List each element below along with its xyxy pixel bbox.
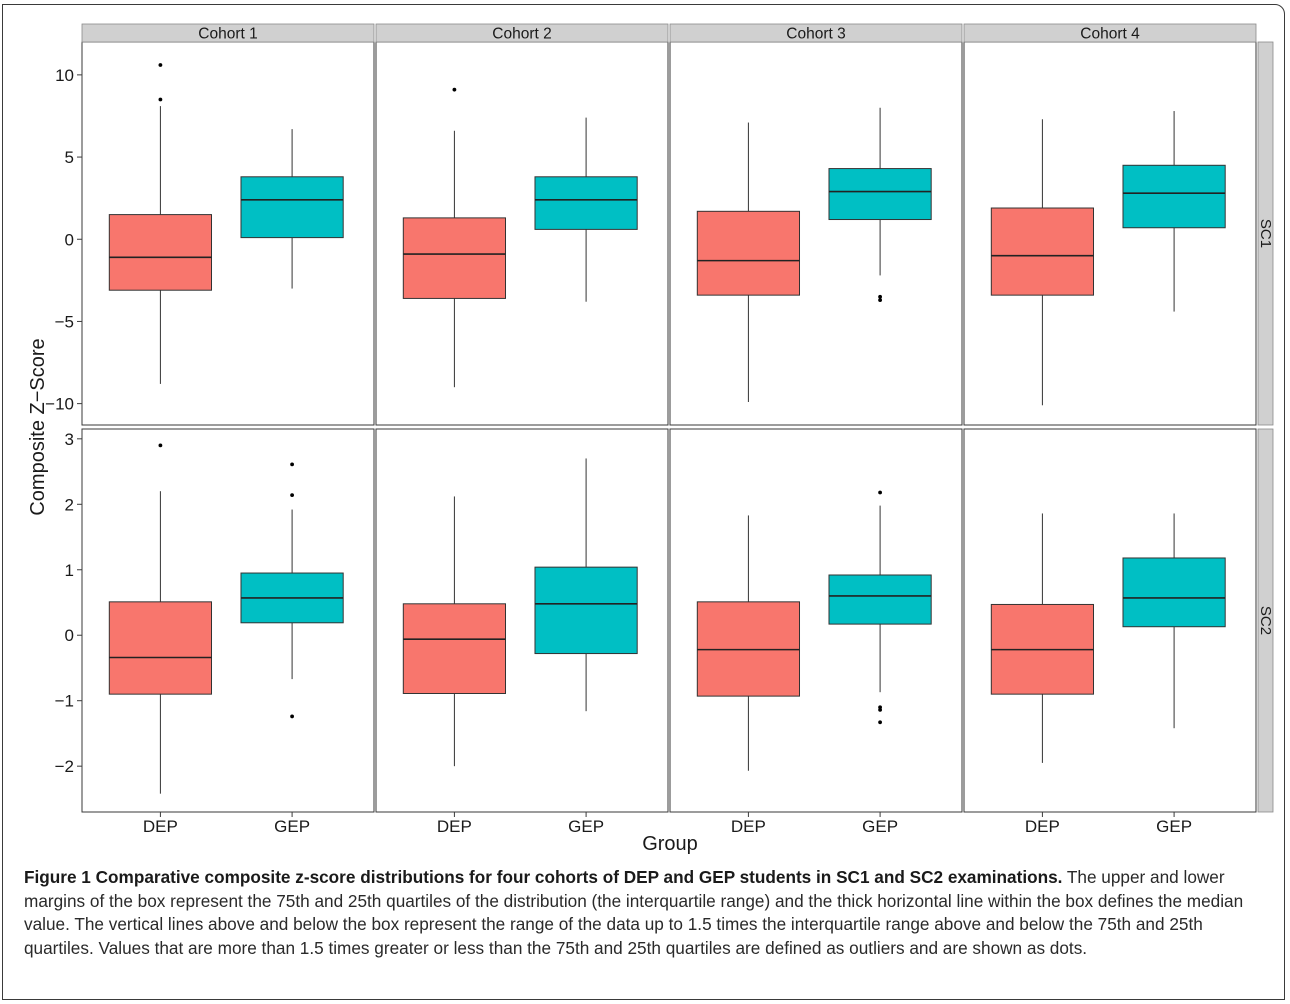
x-tick-label-gep: GEP <box>274 817 310 836</box>
outlier-gep-sc2-cohort3-1 <box>878 705 882 710</box>
box-gep-sc2-cohort3 <box>828 574 932 625</box>
x-tick-label-gep: GEP <box>1156 817 1192 836</box>
caption-text: The upper and lower margins of the box r… <box>24 867 1244 958</box>
box-dep-sc2-cohort2 <box>402 603 507 694</box>
box-gep-sc2-cohort4 <box>1122 557 1226 628</box>
box-gep-sc1-cohort2 <box>534 176 638 230</box>
box-dep-sc1-cohort4 <box>990 207 1095 296</box>
column-strip-label-cohort-4: Cohort 4 <box>1080 26 1140 43</box>
outlier-gep-sc2-cohort3-3 <box>878 720 882 725</box>
outlier-gep-sc2-cohort3-2 <box>878 707 882 712</box>
box-dep-sc1-cohort2 <box>402 217 507 299</box>
column-strip-cohort-2 <box>375 23 669 43</box>
y-tick-label-sc1: 0 <box>65 230 74 249</box>
y-tick-label-sc2: 0 <box>65 626 74 645</box>
outlier-dep-sc2-cohort1-1 <box>158 443 163 448</box>
box-dep-sc2-cohort1 <box>108 601 213 695</box>
x-tick-label-dep: DEP <box>437 817 472 836</box>
x-tick-label-dep: DEP <box>731 817 766 836</box>
figure-caption: Figure 1 Comparative composite z-score d… <box>24 866 1270 960</box>
y-tick-label-sc1: 5 <box>65 148 74 167</box>
y-tick-label-sc2: −1 <box>55 692 74 711</box>
row-strip-sc2 <box>1257 428 1274 813</box>
box-dep-sc1-cohort3 <box>696 210 801 296</box>
box-gep-sc1-cohort3 <box>828 168 932 221</box>
x-tick-label-dep: DEP <box>143 817 178 836</box>
column-strip-label-cohort-1: Cohort 1 <box>198 26 257 43</box>
row-strip-label-sc1: SC1 <box>1257 219 1274 248</box>
box-dep-sc1-cohort1 <box>108 214 213 291</box>
outlier-dep-sc1-cohort1-1 <box>158 97 163 102</box>
column-strip-label-cohort-2: Cohort 2 <box>492 26 551 43</box>
box-gep-sc1-cohort4 <box>1122 164 1226 229</box>
y-tick-label-sc1: −5 <box>55 312 74 331</box>
box-gep-sc2-cohort2 <box>534 566 638 655</box>
x-axis-title: Group <box>642 833 698 855</box>
outlier-gep-sc2-cohort3-4 <box>878 490 882 495</box>
outlier-gep-sc1-cohort3-2 <box>878 298 882 302</box>
outlier-dep-sc1-cohort2-1 <box>452 87 457 92</box>
figure-frame <box>2 4 1285 1000</box>
y-tick-label-sc2: 1 <box>65 561 74 580</box>
x-tick-label-gep: GEP <box>568 817 604 836</box>
outlier-gep-sc1-cohort3-1 <box>878 294 882 299</box>
y-tick-label-sc1: −10 <box>45 395 74 414</box>
x-tick-label-gep: GEP <box>862 817 898 836</box>
y-tick-label-sc2: 3 <box>65 430 74 449</box>
row-strip-label-sc2: SC2 <box>1257 606 1274 635</box>
x-tick-label-dep: DEP <box>1025 817 1060 836</box>
column-strip-label-cohort-3: Cohort 3 <box>786 26 845 43</box>
y-tick-label-sc2: 2 <box>65 495 74 514</box>
box-gep-sc1-cohort1 <box>240 176 344 239</box>
outlier-gep-sc2-cohort1-1 <box>290 714 294 719</box>
outlier-gep-sc2-cohort1-2 <box>290 493 294 498</box>
y-tick-label-sc2: −2 <box>55 757 74 776</box>
outlier-dep-sc1-cohort1-2 <box>158 63 163 67</box>
y-tick-label-sc1: 10 <box>55 66 74 85</box>
caption-label: Figure 1 Comparative composite z-score d… <box>24 867 1063 887</box>
column-strip-cohort-1 <box>81 23 375 43</box>
column-strip-cohort-3 <box>669 23 963 43</box>
y-axis-title: Composite Z−Score <box>27 338 49 515</box>
outlier-gep-sc2-cohort1-3 <box>290 462 294 467</box>
row-strip-sc1 <box>1257 41 1274 426</box>
column-strip-cohort-4 <box>963 23 1257 43</box>
